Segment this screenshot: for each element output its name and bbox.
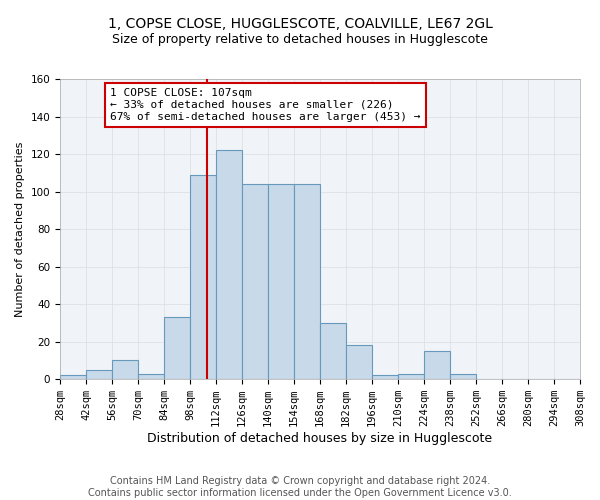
Bar (164, 318, 190, 379)
Bar (398, 374, 424, 379)
Bar (372, 376, 398, 379)
Bar (450, 374, 476, 379)
Bar (242, 184, 268, 379)
Bar (60, 376, 86, 379)
Bar (268, 184, 294, 379)
Bar (138, 374, 164, 379)
Bar (86, 370, 112, 379)
Text: 1 COPSE CLOSE: 107sqm
← 33% of detached houses are smaller (226)
67% of semi-det: 1 COPSE CLOSE: 107sqm ← 33% of detached … (110, 88, 421, 122)
X-axis label: Distribution of detached houses by size in Hugglescote: Distribution of detached houses by size … (148, 432, 493, 445)
Bar (346, 346, 372, 379)
Bar (294, 184, 320, 379)
Bar (424, 351, 450, 379)
Bar (216, 150, 242, 379)
Text: Size of property relative to detached houses in Hugglescote: Size of property relative to detached ho… (112, 32, 488, 46)
Bar (320, 323, 346, 379)
Y-axis label: Number of detached properties: Number of detached properties (15, 142, 25, 317)
Text: Contains HM Land Registry data © Crown copyright and database right 2024.
Contai: Contains HM Land Registry data © Crown c… (88, 476, 512, 498)
Text: 1, COPSE CLOSE, HUGGLESCOTE, COALVILLE, LE67 2GL: 1, COPSE CLOSE, HUGGLESCOTE, COALVILLE, … (107, 18, 493, 32)
Bar (112, 360, 138, 379)
Bar (190, 174, 216, 379)
